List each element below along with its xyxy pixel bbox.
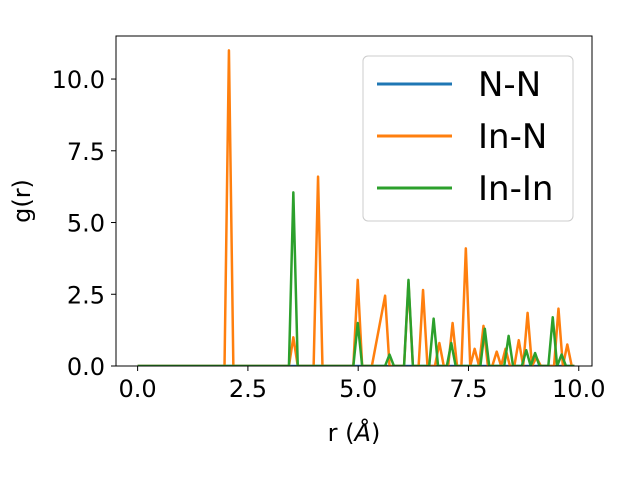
y-axis: 0.0 2.5 5.0 7.5 10.0 [52,66,116,381]
series-line-in-n [137,49,575,366]
x-axis-label: r (Å) [328,418,381,447]
x-tick-label: 0.0 [119,375,157,403]
y-tick-label: 7.5 [67,138,105,166]
legend: N-N In-N In-In [362,55,574,222]
y-tick-label: 5.0 [67,210,105,238]
series-layer [137,49,575,366]
x-tick-label: 10.0 [552,375,605,403]
legend-label-n-n: N-N [478,65,541,105]
x-tick-label: 5.0 [339,375,377,403]
x-tick-label: 2.5 [229,375,267,403]
series-line-in-in [137,191,575,366]
y-tick-label: 10.0 [52,66,105,94]
y-tick-label: 0.0 [67,353,105,381]
x-axis: 0.0 2.5 5.0 7.5 10.0 [119,366,605,403]
y-axis-label: g(r) [8,179,36,223]
legend-box [362,55,574,222]
y-tick-label: 2.5 [67,281,105,309]
x-tick-label: 7.5 [449,375,487,403]
legend-label-in-in: In-In [478,169,553,209]
legend-label-in-n: In-N [478,117,547,157]
plot-frame [115,35,593,367]
